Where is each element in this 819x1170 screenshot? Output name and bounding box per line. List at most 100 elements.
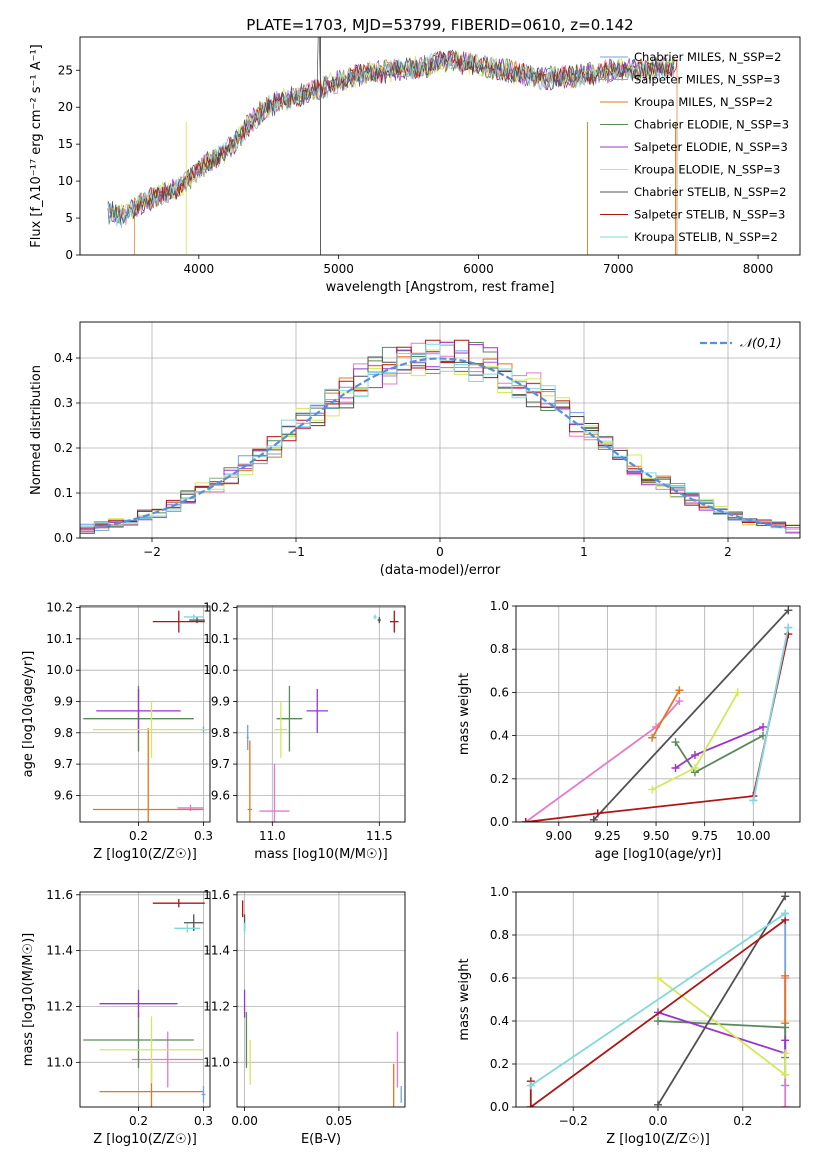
plus-marker: [781, 1023, 790, 1032]
plot-area: [83, 898, 206, 1107]
x-tick-label: 0.2: [733, 1114, 752, 1128]
panel-mass_weight_vs_Z: −0.2 0.0 0.2 0.0 0.2 0.4 0.6 0.8 1.0 Z [log10(Z/Z…: [457, 885, 801, 1147]
plus-marker: [781, 909, 790, 918]
x-tick-label: −2: [143, 545, 161, 559]
y-tick-label: 9.6: [211, 788, 230, 802]
spectrum-line: [107, 51, 675, 229]
plus-marker: [733, 688, 742, 697]
plus-marker: [690, 751, 699, 760]
y-tick-label: 10.0: [203, 663, 230, 677]
legend-label: Kroupa STELIB, N_SSP=2: [634, 230, 778, 244]
y-tick-label: 0.1: [54, 486, 73, 500]
axes-frame: [515, 605, 801, 823]
x-tick-label: 4000: [184, 262, 215, 276]
plus-marker: [781, 892, 790, 901]
plot-area: [526, 892, 790, 1107]
y-tick-label: 0: [65, 248, 73, 262]
y-tick-label: 0.2: [490, 772, 509, 786]
y-tick-label: 9.8: [54, 726, 73, 740]
x-tick-label: −1: [287, 545, 305, 559]
y-tick-label: 11.0: [203, 1055, 230, 1069]
axes-frame: [515, 891, 801, 1108]
mass-weight-line: [657, 895, 786, 1106]
y-tick-label: 11.6: [46, 888, 73, 902]
spectrum-line: [107, 37, 675, 225]
y-tick-label: 9.7: [211, 757, 230, 771]
x-tick-label: 5000: [323, 262, 354, 276]
x-tick-label: 11.0: [259, 829, 286, 843]
normal-curve: [94, 357, 786, 529]
x-axis-label: Z [log10(Z/Z☉)]: [606, 1132, 710, 1147]
x-tick-label: 1: [580, 545, 588, 559]
y-tick-label: 9.8: [211, 726, 230, 740]
plot-area: [80, 339, 800, 534]
axes-frame: [79, 605, 211, 823]
y-tick-label: 0.0: [490, 1100, 509, 1114]
x-tick-label: 9.00: [545, 829, 572, 843]
plot-area: [246, 610, 399, 822]
plus-marker: [759, 722, 768, 731]
y-tick-label: 5: [65, 211, 73, 225]
x-tick-label: 9.75: [691, 829, 718, 843]
plus-marker: [648, 733, 657, 742]
x-tick-label: 6000: [463, 262, 494, 276]
x-tick-label: 0.2: [129, 829, 148, 843]
residual-histogram: [80, 343, 800, 534]
y-axis-label: mass weight: [457, 673, 472, 755]
x-tick-label: 0.3: [194, 1114, 213, 1128]
y-tick-label: 11.6: [203, 888, 230, 902]
plus-marker: [675, 697, 684, 706]
y-tick-label: 11.4: [203, 944, 230, 958]
x-axis-label: age [log10(age/yr)]: [595, 847, 722, 862]
plus-marker: [749, 796, 758, 805]
x-tick-label: 0.3: [194, 829, 213, 843]
mass-weight-line: [530, 912, 786, 1087]
spectrum-legend: Chabrier MILES, N_SSP=2 Salpeter MILES, N…: [600, 50, 789, 244]
y-tick-label: 10.2: [203, 601, 230, 615]
y-tick-label: 0.2: [54, 441, 73, 455]
y-tick-label: 0.2: [490, 1057, 509, 1071]
mass-weight-line: [593, 609, 789, 821]
plus-marker: [781, 1036, 790, 1045]
y-axis-label: Flux [f_λ10⁻¹⁷ erg cm⁻² s⁻¹ A⁻¹]: [29, 44, 44, 248]
plus-marker: [781, 1049, 790, 1058]
x-tick-label: 0.05: [326, 1114, 353, 1128]
legend-label: Salpeter STELIB, N_SSP=3: [634, 208, 785, 222]
x-tick-label: 9.50: [643, 829, 670, 843]
axes-frame: [236, 605, 406, 823]
panel-spectrum: 4000 5000 6000 7000 8000 0 5 10 15 20 25 wavelength…: [29, 36, 801, 295]
axes-frame: [79, 321, 801, 539]
plot-area: [242, 900, 402, 1107]
x-tick-label: 0.00: [231, 1114, 258, 1128]
plus-marker: [675, 686, 684, 695]
y-tick-label: 1.0: [490, 885, 509, 899]
y-tick-label: 9.9: [211, 694, 230, 708]
x-tick-label: 0: [436, 545, 444, 559]
x-tick-label: 0.0: [648, 1114, 667, 1128]
y-tick-label: 0.4: [490, 729, 509, 743]
y-tick-label: 0.8: [490, 642, 509, 656]
spectrum-line: [107, 50, 675, 220]
axes-frame: [236, 891, 406, 1108]
plus-marker: [648, 785, 657, 794]
plot-area: [83, 610, 210, 822]
plus-marker: [654, 974, 662, 982]
legend-label: Kroupa ELODIE, N_SSP=3: [634, 163, 780, 177]
panel-residuals: −2 −1 0 1 2 0.0 0.1 0.2 0.3 0.4 (data-model)/error…: [29, 321, 801, 578]
y-tick-label: 11.0: [46, 1055, 73, 1069]
y-tick-label: 11.2: [203, 999, 230, 1013]
y-tick-label: 10.1: [46, 632, 73, 646]
y-tick-label: 10: [58, 174, 73, 188]
y-tick-label: 9.9: [54, 694, 73, 708]
y-tick-label: 9.7: [54, 757, 73, 771]
plot-area: [521, 606, 793, 822]
y-axis-label: age [log10(age/yr)]: [21, 651, 36, 778]
y-tick-label: 0.0: [490, 815, 509, 829]
panel-mass_vs_EBV: 0.00 0.05 11.0 11.2 11.4 11.6 E(B-V): [203, 888, 406, 1147]
plus-marker: [781, 1103, 790, 1107]
x-tick-label: 8000: [743, 262, 774, 276]
y-axis-label: Normed distribution: [29, 365, 44, 495]
mass-weight-line: [529, 919, 786, 1107]
x-axis-label: E(B-V): [301, 1132, 341, 1147]
legend-label: Chabrier MILES, N_SSP=2: [634, 50, 781, 64]
